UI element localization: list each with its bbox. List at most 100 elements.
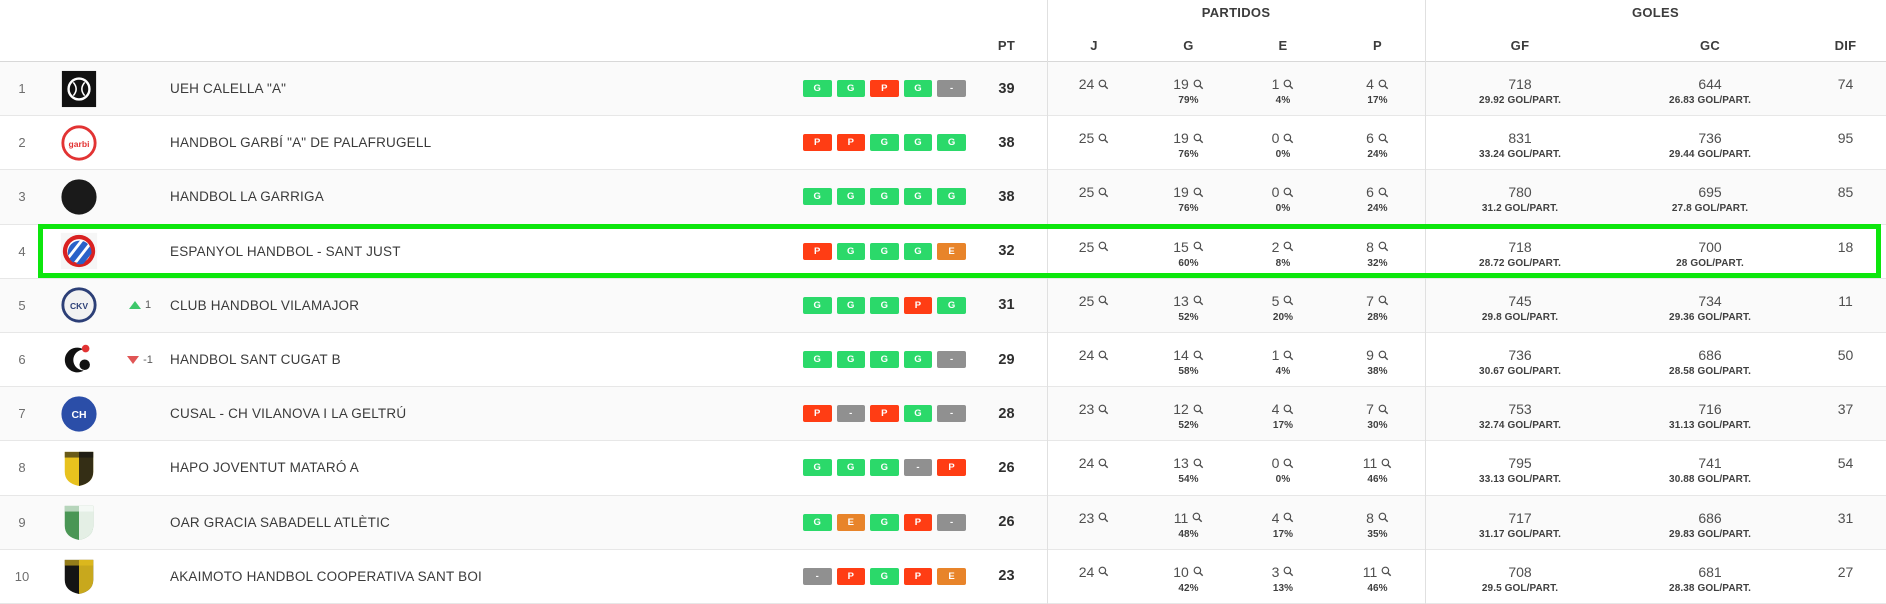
col-header-p[interactable]: P bbox=[1373, 37, 1382, 53]
table-row[interactable]: 7 CH CUSAL - CH VILANOVA I LA GELTRÚ P-P… bbox=[0, 387, 1886, 442]
col-header-gf[interactable]: GF bbox=[1510, 37, 1530, 53]
team-name[interactable]: CLUB HANDBOL VILAMAJOR bbox=[170, 297, 360, 313]
losses-value: 11 bbox=[1362, 563, 1378, 580]
team-name[interactable]: HAPO JOVENTUT MATARÓ A bbox=[170, 460, 359, 476]
goal-diff-cell: 74 bbox=[1805, 68, 1886, 109]
magnifier-icon[interactable] bbox=[1381, 458, 1392, 469]
magnifier-icon[interactable] bbox=[1098, 241, 1109, 252]
magnifier-icon[interactable] bbox=[1283, 295, 1294, 306]
magnifier-icon[interactable] bbox=[1193, 133, 1204, 144]
wins-value: 15 bbox=[1173, 238, 1189, 255]
magnifier-icon[interactable] bbox=[1283, 187, 1294, 198]
played-cell: 25 bbox=[1047, 285, 1141, 326]
magnifier-icon[interactable] bbox=[1192, 512, 1203, 523]
magnifier-icon[interactable] bbox=[1098, 187, 1109, 198]
magnifier-icon[interactable] bbox=[1193, 350, 1204, 361]
draws-cell: 1 4% bbox=[1236, 339, 1330, 380]
losses-value: 8 bbox=[1366, 238, 1374, 255]
draws-cell: 0 0% bbox=[1236, 447, 1330, 488]
goals-for-avg: 28.72 GOL/PART. bbox=[1479, 257, 1561, 269]
col-header-gc[interactable]: GC bbox=[1699, 37, 1721, 53]
magnifier-icon[interactable] bbox=[1098, 404, 1109, 415]
magnifier-icon[interactable] bbox=[1381, 566, 1392, 577]
magnifier-icon[interactable] bbox=[1193, 458, 1204, 469]
col-header-pt[interactable]: PT bbox=[997, 37, 1016, 53]
magnifier-icon[interactable] bbox=[1098, 566, 1109, 577]
goals-against-cell: 695 27.8 GOL/PART. bbox=[1615, 176, 1805, 217]
goals-against-value: 736 bbox=[1698, 130, 1722, 147]
magnifier-icon[interactable] bbox=[1378, 404, 1389, 415]
magnifier-icon[interactable] bbox=[1378, 512, 1389, 523]
col-header-e[interactable]: E bbox=[1278, 37, 1288, 53]
magnifier-icon[interactable] bbox=[1098, 458, 1109, 469]
magnifier-icon[interactable] bbox=[1283, 79, 1294, 90]
magnifier-icon[interactable] bbox=[1283, 241, 1294, 252]
magnifier-icon[interactable] bbox=[1378, 79, 1389, 90]
magnifier-icon[interactable] bbox=[1193, 187, 1204, 198]
magnifier-icon[interactable] bbox=[1283, 566, 1294, 577]
losses-value: 6 bbox=[1366, 130, 1374, 147]
position-number: 1 bbox=[18, 81, 26, 97]
col-header-dif[interactable]: DIF bbox=[1834, 37, 1857, 53]
team-name[interactable]: ESPANYOL HANDBOL - SANT JUST bbox=[170, 243, 401, 259]
wins-pct: 52% bbox=[1178, 311, 1199, 323]
position-number: 10 bbox=[14, 568, 30, 584]
team-name[interactable]: AKAIMOTO HANDBOL COOPERATIVA SANT BOI bbox=[170, 568, 482, 584]
magnifier-icon[interactable] bbox=[1193, 566, 1204, 577]
form-badge-win: G bbox=[803, 513, 832, 531]
magnifier-icon[interactable] bbox=[1283, 512, 1294, 523]
magnifier-icon[interactable] bbox=[1378, 350, 1389, 361]
team-name[interactable]: UEH CALELLA "A" bbox=[170, 81, 287, 97]
magnifier-icon[interactable] bbox=[1098, 350, 1109, 361]
position-number: 8 bbox=[18, 460, 26, 476]
magnifier-icon[interactable] bbox=[1098, 79, 1109, 90]
magnifier-icon[interactable] bbox=[1283, 458, 1294, 469]
magnifier-icon[interactable] bbox=[1378, 241, 1389, 252]
magnifier-icon[interactable] bbox=[1098, 512, 1109, 523]
losses-cell: 11 46% bbox=[1330, 447, 1425, 488]
team-name[interactable]: OAR GRACIA SABADELL ATLÈTIC bbox=[170, 514, 390, 530]
points-value: 29 bbox=[998, 351, 1015, 368]
col-header-g[interactable]: G bbox=[1183, 37, 1194, 53]
goals-for-avg: 29.5 GOL/PART. bbox=[1481, 582, 1559, 594]
table-row[interactable]: 10 AKAIMOTO HANDBOL COOPERATIVA SANT BOI… bbox=[0, 549, 1886, 604]
played-value: 25 bbox=[1078, 184, 1095, 201]
wins-pct: 48% bbox=[1178, 528, 1199, 540]
col-header-j[interactable]: J bbox=[1090, 37, 1098, 53]
form-badge-win: G bbox=[870, 188, 899, 206]
change-value: -1 bbox=[143, 353, 153, 366]
team-name[interactable]: HANDBOL SANT CUGAT B bbox=[170, 352, 341, 368]
magnifier-icon[interactable] bbox=[1098, 133, 1109, 144]
goals-for-value: 795 bbox=[1508, 455, 1532, 472]
goal-diff-cell: 54 bbox=[1805, 447, 1886, 488]
magnifier-icon[interactable] bbox=[1283, 404, 1294, 415]
magnifier-icon[interactable] bbox=[1378, 295, 1389, 306]
magnifier-icon[interactable] bbox=[1193, 241, 1204, 252]
magnifier-icon[interactable] bbox=[1193, 295, 1204, 306]
form-badge-draw: E bbox=[937, 567, 966, 585]
magnifier-icon[interactable] bbox=[1378, 133, 1389, 144]
oar-gracia-sabadell-crest-icon bbox=[44, 502, 114, 542]
magnifier-icon[interactable] bbox=[1378, 187, 1389, 198]
position-change-indicator: -1 bbox=[114, 354, 166, 366]
magnifier-icon[interactable] bbox=[1098, 295, 1109, 306]
played-cell: 24 bbox=[1047, 556, 1141, 597]
team-name[interactable]: HANDBOL LA GARRIGA bbox=[170, 189, 324, 205]
team-name[interactable]: HANDBOL GARBÍ "A" DE PALAFRUGELL bbox=[170, 135, 432, 151]
magnifier-icon[interactable] bbox=[1193, 79, 1204, 90]
goals-against-avg: 29.44 GOL/PART. bbox=[1669, 149, 1751, 161]
table-row[interactable]: 2 garbi HANDBOL GARBÍ "A" DE PALAFRUGELL… bbox=[0, 116, 1886, 171]
magnifier-icon[interactable] bbox=[1193, 404, 1204, 415]
team-name[interactable]: CUSAL - CH VILANOVA I LA GELTRÚ bbox=[170, 406, 407, 422]
magnifier-icon[interactable] bbox=[1283, 133, 1294, 144]
magnifier-icon[interactable] bbox=[1283, 350, 1294, 361]
draws-value: 0 bbox=[1271, 455, 1280, 472]
